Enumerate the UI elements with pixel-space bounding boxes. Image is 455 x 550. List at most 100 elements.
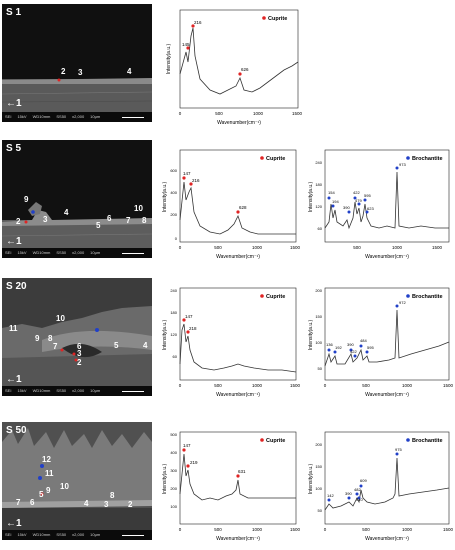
peak-marker bbox=[359, 484, 363, 488]
x-tick: 1500 bbox=[443, 383, 454, 388]
y-tick: 60 bbox=[173, 354, 178, 359]
row-s50: S 50 12 11 10 9 8 7 6 5 4 3 2 ←1 SEI 15kV… bbox=[0, 416, 455, 548]
point-label-1: ←1 bbox=[6, 98, 22, 109]
y-tick: 200 bbox=[170, 212, 177, 217]
x-tick: 1500 bbox=[432, 245, 443, 250]
point-label: 3 bbox=[104, 500, 109, 509]
peak-label: 145 bbox=[182, 42, 190, 47]
x-axis-label: Wavenumber(cm⁻¹) bbox=[216, 392, 260, 398]
x-tick: 1000 bbox=[252, 383, 263, 388]
peak-marker bbox=[182, 448, 186, 452]
legend-label: Cuprite bbox=[266, 294, 285, 300]
y-axis-label: Intensity(a.u.) bbox=[162, 464, 168, 495]
y-tick: 120 bbox=[315, 204, 322, 209]
peak-marker bbox=[331, 204, 335, 208]
x-tick: 1000 bbox=[402, 527, 413, 532]
y-axis-label: Intensity(a.u.) bbox=[166, 44, 172, 75]
scale-bar bbox=[122, 117, 144, 118]
peak-marker bbox=[182, 318, 186, 322]
sem-info-bar: SEI 15kV WD10mm SS50 x2,000 10μm bbox=[2, 112, 152, 122]
x-axis-label: Wavenumber(cm⁻¹) bbox=[217, 120, 261, 126]
legend-marker bbox=[406, 156, 410, 160]
point-label: 10 bbox=[134, 204, 143, 213]
point-label: 4 bbox=[84, 499, 89, 508]
peak-marker bbox=[347, 210, 351, 214]
point-label: 9 bbox=[35, 334, 40, 343]
x-tick: 1000 bbox=[392, 245, 403, 250]
peak-label: 136 bbox=[326, 342, 333, 347]
spectrum-line bbox=[324, 171, 449, 230]
point-label-1: ←1 bbox=[6, 236, 22, 247]
peak-label: 390 bbox=[343, 205, 350, 210]
point-label: 8 bbox=[110, 491, 115, 500]
legend-marker bbox=[406, 438, 410, 442]
peak-label: 192 bbox=[335, 345, 342, 350]
peak-label: 154 bbox=[328, 190, 335, 195]
peak-label: 609 bbox=[360, 478, 367, 483]
y-axis-label: Intensity(a.u.) bbox=[308, 320, 314, 351]
point-label: 10 bbox=[60, 482, 69, 491]
point-label: 6 bbox=[107, 214, 112, 223]
y-tick: 150 bbox=[315, 314, 322, 319]
peak-label: 147 bbox=[183, 443, 191, 448]
peak-marker bbox=[186, 46, 190, 50]
x-tick: 1500 bbox=[292, 111, 303, 116]
point-label: 4 bbox=[64, 208, 69, 217]
point-label: 9 bbox=[24, 195, 29, 204]
peak-label: 147 bbox=[183, 171, 191, 176]
point-label: 8 bbox=[48, 334, 53, 343]
peak-label: 975 bbox=[395, 447, 402, 452]
peak-marker bbox=[333, 350, 337, 354]
peak-label: 390 bbox=[345, 491, 352, 496]
raman-chart-s20-brochantite: 136 192 390 422 484 595 972 Brochantite … bbox=[308, 287, 454, 398]
sem-image-s1: S 1 2 3 4 ←1 SEI 15kV WD10mm SS50 x2,000 10μm bbox=[2, 4, 152, 122]
peak-label: 623 bbox=[367, 206, 374, 211]
raman-chart-s1-cuprite: 145 216 626 Cuprite 0 500 1000 1500 Wave… bbox=[166, 9, 303, 126]
peak-label: 626 bbox=[241, 67, 249, 72]
y-tick: 500 bbox=[170, 432, 177, 437]
peak-marker bbox=[327, 196, 331, 200]
peak-marker bbox=[191, 24, 195, 28]
y-tick: 180 bbox=[170, 310, 177, 315]
peak-marker bbox=[349, 348, 353, 352]
legend-label: Brochantite bbox=[412, 156, 443, 162]
point-label: 5 bbox=[96, 221, 101, 230]
point-label: 2 bbox=[77, 358, 82, 367]
peak-marker bbox=[357, 496, 361, 500]
peak-label: 482 bbox=[354, 487, 361, 492]
spectrum-line bbox=[324, 309, 450, 367]
legend-label: Brochantite bbox=[412, 294, 443, 300]
y-tick: 150 bbox=[315, 464, 322, 469]
point-label: 7 bbox=[126, 216, 131, 225]
sample-label: S 20 bbox=[6, 281, 27, 292]
legend-marker bbox=[260, 438, 264, 442]
scale-bar bbox=[122, 253, 144, 254]
spectrum-line bbox=[324, 457, 450, 511]
raman-chart-s20-cuprite: 147 218 Cuprite 240 180 120 60 0 500 100… bbox=[162, 287, 301, 398]
peak-marker bbox=[189, 182, 193, 186]
peak-label: 972 bbox=[399, 300, 406, 305]
peak-marker bbox=[353, 196, 357, 200]
peak-label: 631 bbox=[238, 469, 246, 474]
sem-texture bbox=[2, 422, 152, 540]
point-label: 11 bbox=[9, 324, 18, 333]
legend-marker bbox=[260, 294, 264, 298]
y-tick: 200 bbox=[315, 442, 322, 447]
row-s5: S 5 9 2 3 4 5 6 7 8 10 ←1 SEI 15kV WD10mm S… bbox=[0, 136, 455, 266]
x-tick: 0 bbox=[179, 383, 182, 388]
raman-chart-s50-cuprite: 147 219 631 Cuprite 500 400 300 200 100 … bbox=[162, 431, 301, 542]
y-tick: 50 bbox=[318, 366, 323, 371]
y-tick: 200 bbox=[315, 288, 322, 293]
scale-bar bbox=[122, 391, 144, 392]
peak-label: 219 bbox=[190, 460, 198, 465]
peak-label: 628 bbox=[239, 205, 247, 210]
x-axis-label: Wavenumber(cm⁻¹) bbox=[365, 254, 409, 260]
point-label: 10 bbox=[56, 314, 65, 323]
x-tick: 1500 bbox=[443, 527, 454, 532]
y-tick: 180 bbox=[315, 182, 322, 187]
legend-label: Brochantite bbox=[412, 438, 443, 444]
point-label: 3 bbox=[43, 215, 48, 224]
sem-texture bbox=[2, 278, 152, 396]
y-tick: 600 bbox=[170, 168, 177, 173]
x-tick: 1000 bbox=[253, 111, 264, 116]
